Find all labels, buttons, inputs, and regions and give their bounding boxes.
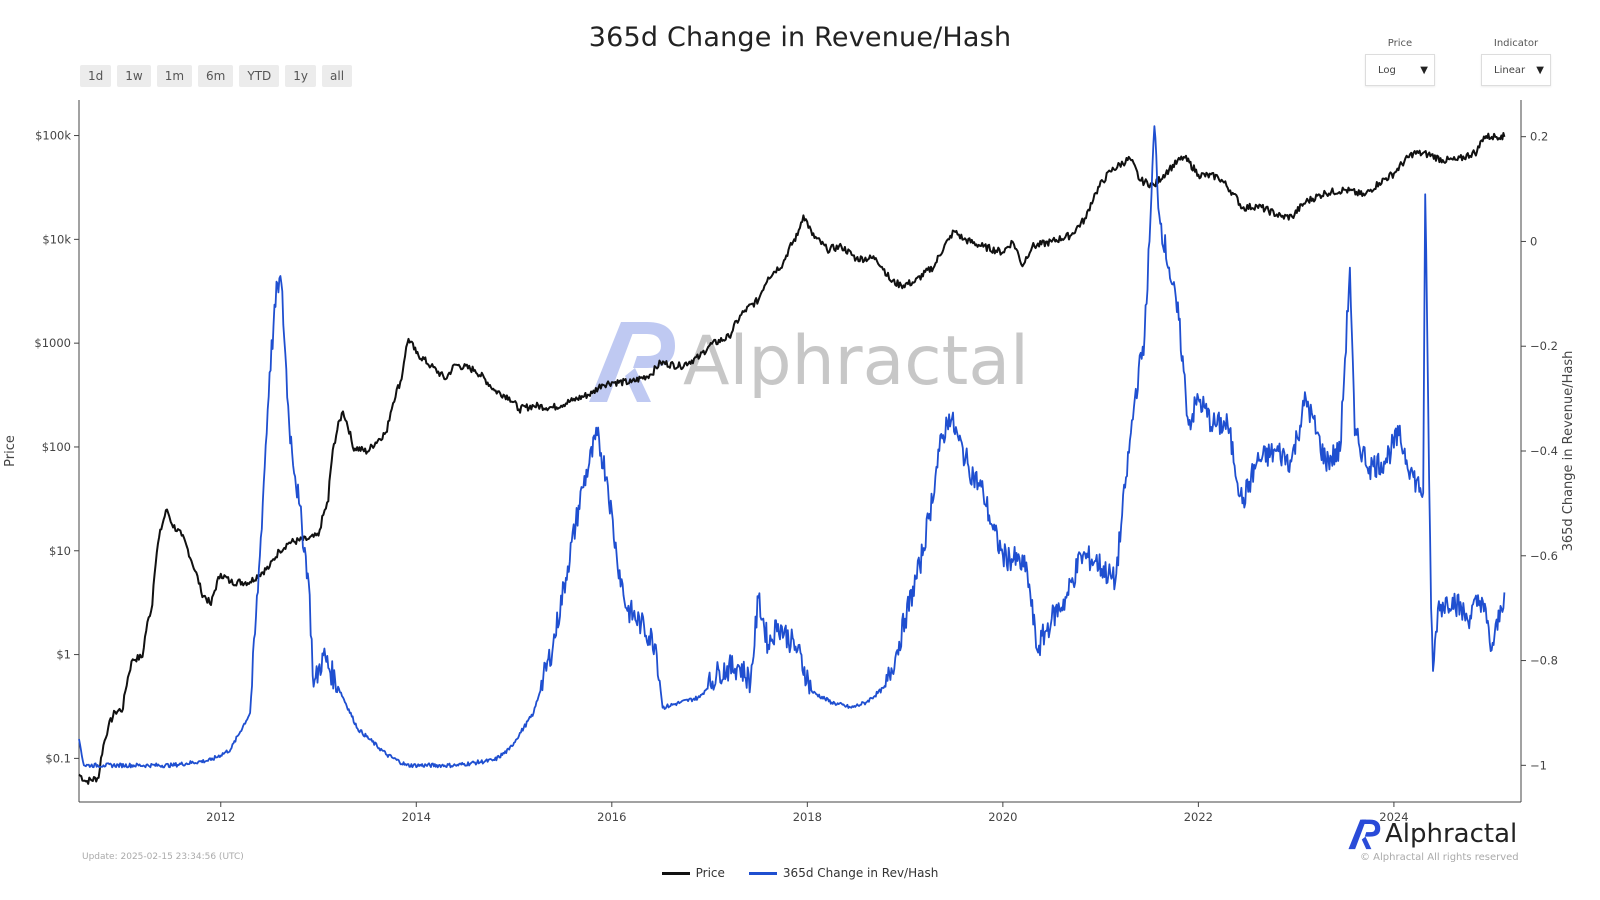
copyright-text: © Alphractal All rights reserved bbox=[1360, 852, 1519, 863]
brand-name: Alphractal bbox=[1385, 819, 1518, 849]
x-tick-label: 2016 bbox=[597, 810, 626, 824]
range-button-all[interactable]: all bbox=[322, 65, 353, 87]
legend-item-indicator[interactable]: 365d Change in Rev/Hash bbox=[748, 866, 939, 880]
range-button-ytd[interactable]: YTD bbox=[239, 65, 280, 87]
price-scale-dropdown[interactable]: Log ▼ bbox=[1365, 54, 1435, 86]
y-tick-label: $1 bbox=[56, 648, 71, 662]
range-button-6m[interactable]: 6m bbox=[198, 65, 234, 87]
y-tick-label: $0.1 bbox=[45, 751, 71, 765]
y2-tick-label: −0.6 bbox=[1530, 549, 1558, 563]
price-scale-value: Log bbox=[1378, 64, 1396, 76]
y2-tick-label: −1 bbox=[1530, 758, 1547, 772]
x-tick-label: 2012 bbox=[206, 810, 235, 824]
brand-logo: Alphractal bbox=[1347, 818, 1517, 850]
y-tick-label: $1000 bbox=[34, 336, 71, 350]
price-scale-label: Price bbox=[1387, 38, 1413, 49]
y-tick-label: $10 bbox=[49, 544, 71, 558]
y2-tick-label: −0.8 bbox=[1530, 654, 1558, 668]
y-axis-title: Price bbox=[3, 435, 18, 467]
update-timestamp: Update: 2025-02-15 23:34:56 (UTC) bbox=[82, 852, 244, 862]
y2-axis-title: 365d Change in Revenue/Hash bbox=[1561, 351, 1576, 552]
y-tick-label: $10k bbox=[42, 232, 71, 246]
y2-tick-label: 0 bbox=[1530, 234, 1537, 248]
price-scale-control: Price Log ▼ bbox=[1365, 38, 1435, 86]
x-tick-label: 2022 bbox=[1184, 810, 1213, 824]
range-selector: 1d 1w 1m 6m YTD 1y all bbox=[80, 65, 353, 87]
legend-swatch-price bbox=[661, 871, 690, 875]
legend-item-price[interactable]: Price bbox=[661, 866, 725, 880]
indicator-scale-label: Indicator bbox=[1493, 38, 1539, 49]
series-line-price bbox=[78, 132, 1506, 785]
y-tick-label: $100k bbox=[35, 129, 71, 143]
alphractal-logo-icon bbox=[1348, 819, 1381, 850]
legend-label-price: Price bbox=[695, 866, 725, 880]
y-tick-label: $100 bbox=[42, 440, 71, 454]
indicator-scale-control: Indicator Linear ▼ bbox=[1481, 38, 1551, 86]
indicator-scale-value: Linear bbox=[1494, 64, 1526, 76]
chart-title: 365d Change in Revenue/Hash bbox=[588, 22, 1012, 53]
x-tick-label: 2018 bbox=[793, 810, 822, 824]
x-tick-label: 2014 bbox=[402, 810, 431, 824]
caret-down-icon: ▼ bbox=[1420, 64, 1428, 76]
legend: Price 365d Change in Rev/Hash bbox=[0, 866, 1600, 880]
x-tick-label: 2020 bbox=[988, 810, 1017, 824]
legend-label-indicator: 365d Change in Rev/Hash bbox=[782, 866, 939, 880]
range-button-1d[interactable]: 1d bbox=[80, 65, 112, 87]
caret-down-icon: ▼ bbox=[1536, 64, 1544, 76]
y2-tick-label: −0.4 bbox=[1530, 444, 1558, 458]
legend-swatch-indicator bbox=[748, 871, 777, 875]
y2-tick-label: 0.2 bbox=[1530, 130, 1548, 144]
series-line-rev-hash bbox=[78, 125, 1506, 769]
x-tick-label: 2024 bbox=[1379, 810, 1408, 824]
y2-tick-label: −0.2 bbox=[1530, 339, 1558, 353]
range-button-1w[interactable]: 1w bbox=[117, 65, 151, 87]
indicator-scale-dropdown[interactable]: Linear ▼ bbox=[1481, 54, 1551, 86]
range-button-1m[interactable]: 1m bbox=[156, 65, 193, 87]
range-button-1y[interactable]: 1y bbox=[285, 65, 317, 87]
